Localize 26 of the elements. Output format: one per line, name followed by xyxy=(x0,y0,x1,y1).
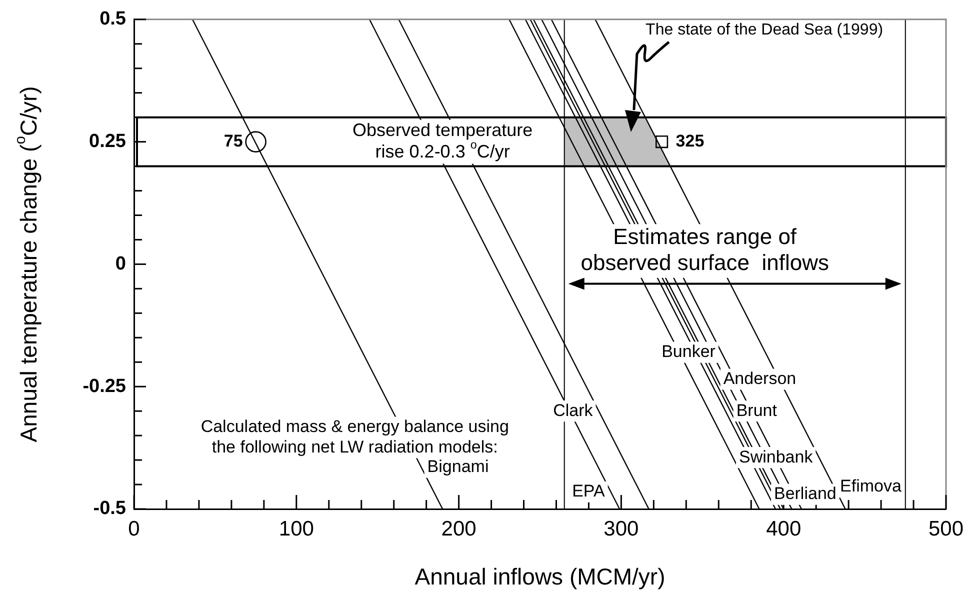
series-label: Brunt xyxy=(736,400,778,420)
series-label: Bunker xyxy=(662,342,716,362)
y-tick-label: -0.25 xyxy=(82,376,126,397)
annotation: 325 xyxy=(676,131,704,150)
x-tick-label: 300 xyxy=(604,517,639,540)
y-tick-label: 0.25 xyxy=(89,131,126,152)
y-tick-label: 0 xyxy=(115,253,126,274)
x-tick-label: 400 xyxy=(766,517,802,540)
series-label: Efimova xyxy=(840,476,902,496)
y-tick-label: -0.5 xyxy=(93,498,126,520)
x-tick-label: 500 xyxy=(928,517,964,540)
series-label: Anderson xyxy=(723,368,796,388)
series-label: Bignami xyxy=(427,457,489,476)
series-label: Berliand xyxy=(774,484,836,503)
annotation: Calculated mass & energy balance using the following net LW radiation models: xyxy=(200,417,509,456)
x-tick-label: 100 xyxy=(278,517,314,540)
x-tick-label: 200 xyxy=(441,517,476,540)
y-tick-label: 0.5 xyxy=(100,8,126,30)
annotation: Estimates range of observed surface inflows xyxy=(580,224,829,276)
series-label: Clark xyxy=(553,400,594,420)
annotation: The state of the Dead Sea (1999) xyxy=(646,22,884,39)
y-axis-title: Annual temperature change (oC/yr) xyxy=(12,86,42,442)
annotation: 75 xyxy=(224,131,243,150)
x-axis-title: Annual inflows (MCM/yr) xyxy=(414,563,666,590)
series-label: Swinbank xyxy=(738,447,814,466)
series-label: EPA xyxy=(572,482,606,501)
